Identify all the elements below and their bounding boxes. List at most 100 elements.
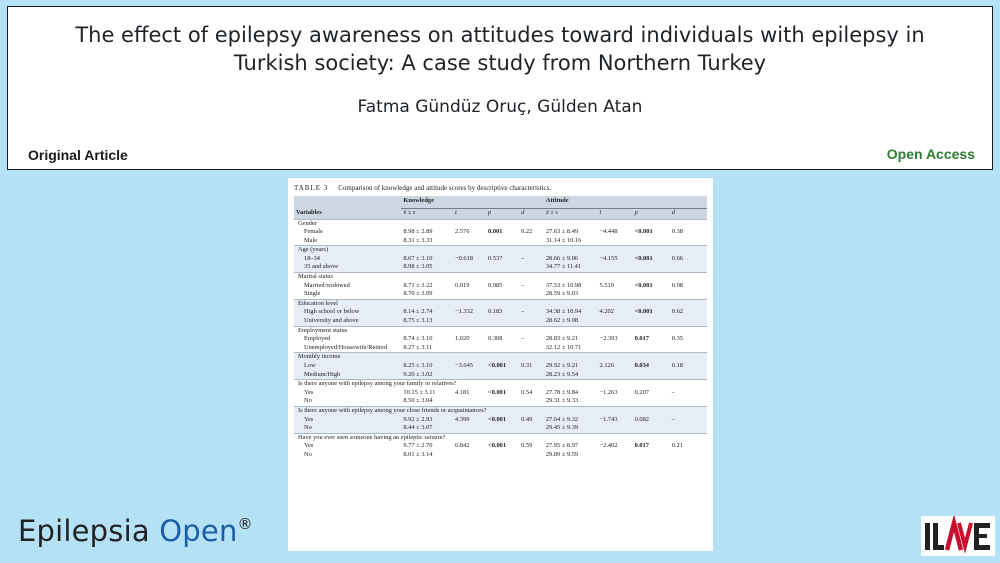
table-group-header-row: Gender [294, 218, 707, 229]
cell-attitude-mean: 31.14 ± 10.16 [545, 236, 582, 244]
cell-attitude-t [598, 317, 633, 326]
cell-attitude-p [633, 290, 670, 299]
cell-knowledge-mean: 8.44 ± 3.07 [403, 424, 433, 432]
article-authors: Fatma Gündüz Oruç, Gülden Atan [357, 97, 643, 117]
cell-knowledge-d [519, 424, 544, 433]
cell-knowledge-mean: 8.70 ± 3.09 [403, 290, 433, 298]
table-row: High school or below 8.14 ± 2.74 −1.332 0.1… [294, 308, 707, 318]
cell-attitude-t: −4.155 [599, 254, 618, 262]
cell-knowledge-d: 0.54 [521, 388, 533, 396]
cell-attitude-t [598, 424, 633, 433]
cell-knowledge-mean: 10.15 ± 3.11 [403, 388, 436, 396]
table-group: Gender Female 8.98 ± 2.89 2.576 0.001 0.22 27.… [294, 218, 707, 246]
cell-attitude-p [633, 317, 670, 326]
table-number: TABLE 3 [294, 184, 329, 192]
table-group-header-row: Is there anyone with epilepsy among your… [294, 405, 707, 416]
cell-attitude-t [598, 371, 633, 380]
table-header-row-columns: Variables x̄ ± s t p d x̄ ± s t p d [294, 208, 707, 219]
row-label: No [304, 397, 312, 405]
cell-knowledge-d [519, 263, 544, 272]
table-group-header-row: Marital status [294, 272, 707, 282]
cell-knowledge-mean: 8.27 ± 3.11 [403, 343, 433, 351]
cell-attitude-p: 0.017 [634, 442, 650, 450]
group-label: Gender [294, 218, 707, 229]
cell-knowledge-t: 2.576 [455, 228, 470, 236]
cell-knowledge-p [486, 263, 519, 272]
cell-attitude-t: −1.263 [599, 388, 618, 396]
cell-knowledge-d [519, 344, 544, 353]
group-label: Have you ever seen someone having an epi… [294, 432, 707, 443]
cell-knowledge-t [453, 317, 486, 326]
table-group-header-row: Employment status [294, 325, 707, 336]
table-group-header-row: Have you ever seen someone having an epi… [294, 432, 707, 443]
table-row: No 8.01 ± 3.14 29.89 ± 9.59 [294, 451, 707, 460]
cell-knowledge-d: 0.59 [521, 442, 533, 450]
cell-attitude-p [633, 344, 670, 353]
cell-attitude-mean: 27.95 ± 8.97 [545, 442, 579, 450]
table-row: Low 8.25 ± 3.10 −3.645 <0.001 0.31 29.92 ± 9.… [294, 362, 707, 371]
journal-brand: Epilepsia Open® [18, 514, 253, 548]
cell-attitude-d: 0.18 [671, 362, 683, 369]
cell-knowledge-t: 4.181 [455, 388, 470, 396]
cell-attitude-t: −1.743 [599, 415, 618, 423]
cell-attitude-mean: 27.63 ± 8.49 [545, 228, 579, 236]
table-group-header-row: Education level [294, 298, 707, 309]
cell-attitude-p: 0.017 [634, 335, 650, 343]
col-header-attitude-t: t [599, 209, 602, 217]
article-type-label: Original Article [28, 147, 128, 163]
row-label: Yes [304, 388, 314, 396]
row-label: Medium/High [304, 370, 341, 378]
table-group: Marital status Married/widowed 8.71 ± 3.22… [294, 272, 707, 300]
group-label: Age (years) [294, 245, 707, 255]
table-group-header-row: Is there anyone with epilepsy among your… [294, 379, 707, 389]
cell-knowledge-t [453, 237, 486, 246]
table-group: Education level High school or below 8.14 … [294, 298, 707, 327]
cell-attitude-p [633, 237, 670, 246]
cell-knowledge-mean: 8.31 ± 3.33 [403, 236, 433, 244]
ilae-logo-text: ILAE [958, 553, 961, 556]
row-label: Female [304, 228, 323, 236]
table-figure: TABLE 3 Comparison of knowledge and attit… [288, 178, 713, 551]
row-label: Low [304, 362, 316, 369]
cell-knowledge-p [486, 317, 519, 326]
cell-knowledge-d: – [521, 335, 525, 343]
cell-attitude-d [670, 371, 707, 380]
journal-name-part1: Epilepsia [18, 514, 150, 548]
cell-knowledge-t [453, 424, 486, 433]
cell-attitude-mean: 28.23 ± 9.54 [545, 370, 579, 378]
col-header-knowledge-t: t [455, 209, 457, 217]
cell-knowledge-p: 0.537 [488, 254, 503, 262]
group-label: Marital status [294, 272, 707, 282]
cell-attitude-t: −2.402 [599, 442, 618, 450]
cell-attitude-mean: 29.92 ± 9.21 [545, 362, 579, 369]
cell-attitude-mean: 27.78 ± 9.84 [545, 388, 579, 396]
cell-knowledge-t [453, 451, 486, 460]
cell-knowledge-d: – [521, 281, 525, 289]
cell-knowledge-t: 1.020 [455, 335, 470, 343]
cell-knowledge-t [453, 344, 486, 353]
cell-knowledge-mean: 8.25 ± 3.10 [403, 362, 433, 369]
cell-attitude-mean: 37.53 ± 10.98 [545, 281, 582, 289]
cell-knowledge-t: 0.019 [455, 281, 470, 289]
col-header-attitude-mean: x̄ ± s [545, 209, 558, 217]
cell-knowledge-t: 4.399 [455, 415, 470, 423]
cell-knowledge-d [519, 451, 544, 460]
article-title-line-2: Turkish society: A case study from North… [233, 51, 767, 75]
cell-attitude-d: 0.21 [671, 442, 683, 450]
table-row: Yes 10.15 ± 3.11 4.181 <0.001 0.54 27.78 ± 9.… [294, 389, 707, 398]
cell-knowledge-p: <0.001 [488, 388, 507, 396]
row-label: Single [304, 290, 321, 298]
cell-knowledge-t [453, 371, 486, 380]
cell-attitude-p [633, 263, 670, 272]
col-header-knowledge-d: d [521, 209, 525, 217]
col-header-attitude-p: p [634, 209, 638, 217]
cell-attitude-d: 0.35 [671, 335, 683, 343]
group-label: Monthly income [294, 352, 707, 362]
cell-attitude-d [670, 424, 707, 433]
cell-knowledge-mean: 8.98 ± 2.89 [403, 228, 433, 236]
cell-attitude-d [670, 317, 707, 326]
table-caption: TABLE 3 Comparison of knowledge and attit… [294, 183, 707, 193]
cell-attitude-t [598, 451, 633, 460]
cell-knowledge-t [453, 263, 486, 272]
cell-attitude-mean: 29.31 ± 9.33 [545, 397, 579, 405]
